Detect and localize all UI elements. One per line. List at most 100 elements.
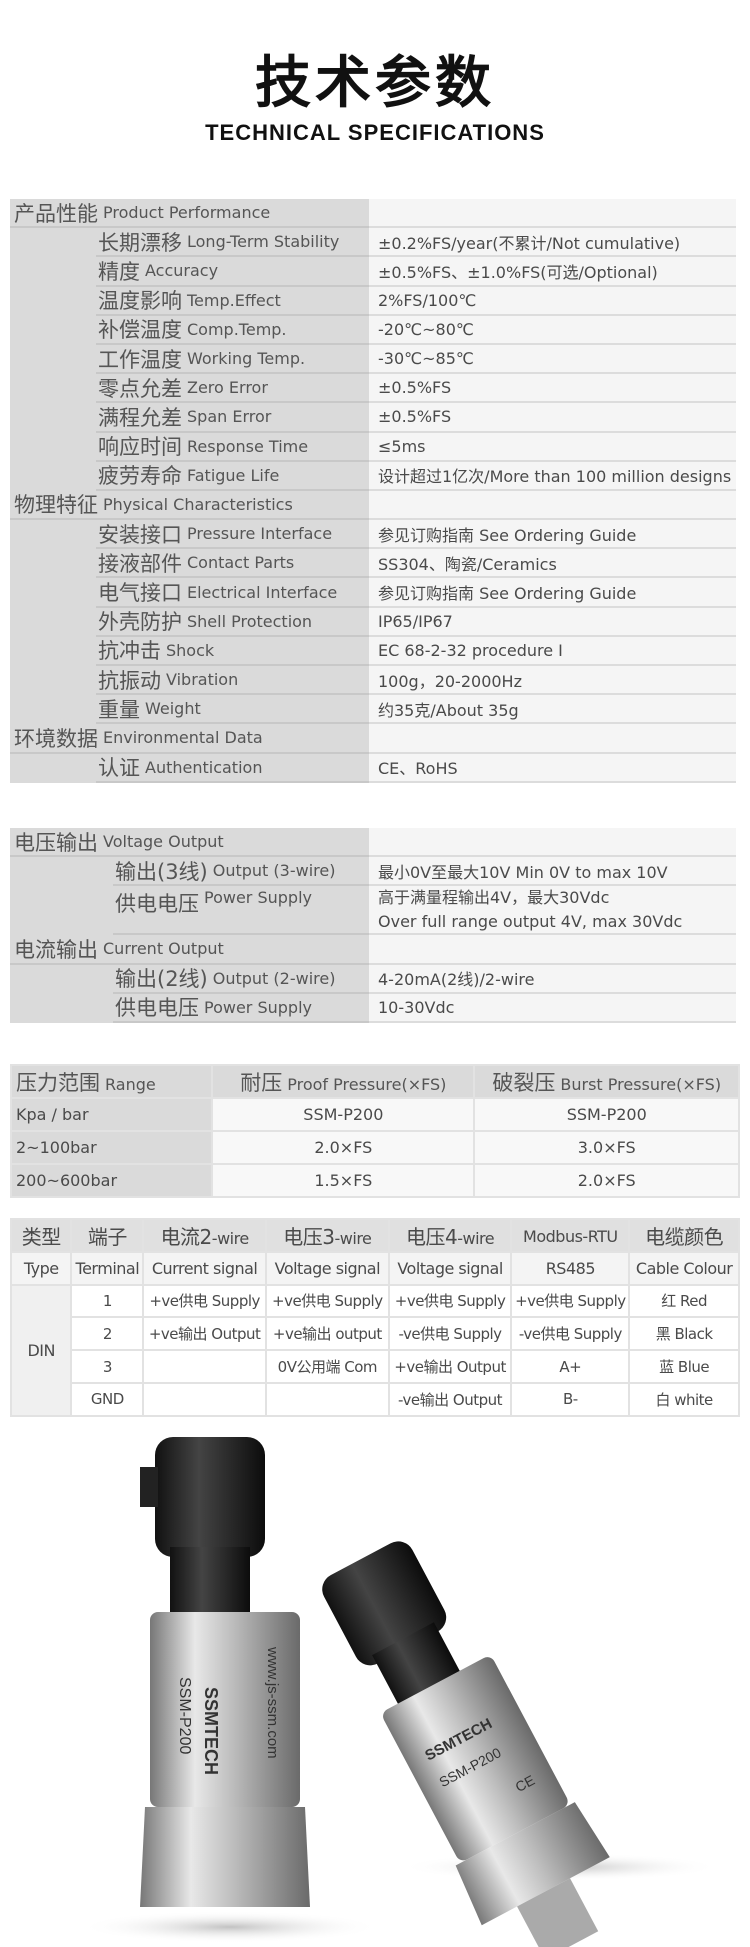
label-cell: 供电电压 Power Supply bbox=[10, 993, 369, 1023]
subheader-cell: Terminal bbox=[70, 1250, 145, 1286]
spec-row: 长期漂移 Long-Term Stability ±0.2%FS/year(不累计/… bbox=[10, 228, 736, 258]
label-cn: 满程允差 bbox=[98, 405, 182, 430]
value-cell bbox=[369, 935, 736, 965]
label-cell: 接液部件 Contact Parts bbox=[10, 549, 369, 579]
header-row: 压力范围 Range 耐压 Proof Pressure(×FS) 破裂压 Burst P… bbox=[9, 1064, 740, 1099]
value-text: EC 68-2-32 procedure I bbox=[378, 640, 563, 660]
header-cell: 类型 bbox=[9, 1218, 73, 1253]
table-cell: 白 white bbox=[628, 1381, 740, 1417]
header-cn: 耐压 bbox=[240, 1070, 283, 1095]
value-cell bbox=[369, 490, 736, 521]
header-cell: 破裂压 Burst Pressure(×FS) bbox=[473, 1064, 740, 1099]
value-text: ±0.5%FS、±1.0%FS(可选/Optional) bbox=[378, 262, 658, 282]
spec-row: 温度影响 Temp.Effect 2%FS/100℃ bbox=[10, 286, 736, 316]
value-text: ±0.5%FS bbox=[378, 407, 452, 427]
value-cell: ≤5ms bbox=[369, 432, 736, 462]
table-cell: 2.0×FS bbox=[211, 1130, 476, 1165]
table-cell: A+ bbox=[510, 1349, 631, 1384]
type-cell: DIN bbox=[9, 1283, 73, 1417]
value-cell: ±0.2%FS/year(不累计/Not cumulative) bbox=[369, 228, 736, 258]
header-en: -wire bbox=[334, 1228, 372, 1248]
table-row: Kpa / bar SSM-P200 SSM-P200 bbox=[9, 1097, 740, 1132]
spec-row: 抗振动 Vibration 100g，20-2000Hz bbox=[10, 666, 736, 696]
table-cell: 200~600bar bbox=[9, 1163, 214, 1198]
output-spec-table: 电压输出 Voltage Output 输出(3线) Output (3-wire) 最… bbox=[10, 828, 736, 1023]
table-row: GND -ve输出 Output B- 白 white bbox=[11, 1381, 740, 1417]
spec-row: 供电电压 Power Supply 高于满量程输出4V，最大30Vdc Over fu… bbox=[10, 886, 736, 936]
label-cell: 疲劳寿命 Fatigue Life bbox=[10, 461, 369, 491]
label-cn: 供电电压 bbox=[115, 892, 199, 917]
spec-row: 输出(3线) Output (3-wire) 最小0V至最大10V Min 0V t… bbox=[10, 857, 736, 887]
header-en: Burst Pressure(×FS) bbox=[560, 1074, 722, 1094]
label-en: Shell Protection bbox=[187, 611, 313, 631]
value-text: 4-20mA(2线)/2-wire bbox=[378, 970, 535, 990]
label-cell: 温度影响 Temp.Effect bbox=[10, 286, 369, 316]
spec-row: 零点允差 Zero Error ±0.5%FS bbox=[10, 374, 736, 404]
label-en: Temp.Effect bbox=[187, 290, 281, 310]
label-en: Span Error bbox=[187, 407, 272, 427]
label-en: Accuracy bbox=[145, 261, 219, 281]
header-en: Proof Pressure(×FS) bbox=[287, 1074, 447, 1094]
label-en: Vibration bbox=[166, 670, 239, 690]
label-cell: 供电电压 Power Supply bbox=[10, 886, 369, 936]
value-cell: 约35克/About 35g bbox=[369, 695, 736, 725]
value-cell: 设计超过1亿次/More than 100 million designs bbox=[369, 461, 736, 491]
header-cell: 电缆颜色 bbox=[628, 1218, 740, 1253]
label-cell: 环境数据 Environmental Data bbox=[10, 724, 369, 754]
table-cell: Kpa / bar bbox=[9, 1097, 214, 1132]
label-cn: 精度 bbox=[98, 259, 140, 284]
table-cell: -ve供电 Supply bbox=[510, 1316, 631, 1352]
spec-row: 满程允差 Span Error ±0.5%FS bbox=[10, 403, 736, 433]
label-cn: 重量 bbox=[98, 697, 140, 722]
label-cn: 疲劳寿命 bbox=[98, 464, 182, 489]
value-cell bbox=[369, 199, 736, 229]
label-en: Comp.Temp. bbox=[187, 319, 287, 339]
label-cn: 物理特征 bbox=[14, 493, 98, 518]
table-cell: +ve输出 Output bbox=[142, 1316, 267, 1352]
table-cell: 红 Red bbox=[628, 1283, 740, 1319]
section-row: 电流输出 Current Output bbox=[10, 935, 736, 965]
spec-row: 疲劳寿命 Fatigue Life 设计超过1亿次/More than 100 mi… bbox=[10, 461, 736, 491]
label-en: Shock bbox=[166, 640, 215, 660]
value-text: 设计超过1亿次/More than 100 million designs bbox=[378, 467, 732, 487]
label-cell: 响应时间 Response Time bbox=[10, 432, 369, 462]
spec-row: 接液部件 Contact Parts SS304、陶瓷/Ceramics bbox=[10, 549, 736, 579]
table-cell: 2~100bar bbox=[9, 1130, 214, 1165]
label-cn: 产品性能 bbox=[14, 201, 98, 226]
subheader-cell: Cable Colour bbox=[628, 1250, 740, 1286]
sensor-left: SSMTECH SSM-P200 www.js-ssm.com bbox=[140, 1437, 310, 1907]
performance-spec-table: 产品性能 Product Performance 长期漂移 Long-Term Sta… bbox=[10, 199, 736, 783]
header-cn: 电压4 bbox=[406, 1224, 458, 1249]
value-text: 100g，20-2000Hz bbox=[378, 671, 522, 691]
label-cell: 安装接口 Pressure Interface bbox=[10, 520, 369, 550]
label-cn: 安装接口 bbox=[98, 522, 182, 547]
label-cn: 认证 bbox=[98, 756, 140, 781]
label-cell: 补偿温度 Comp.Temp. bbox=[10, 315, 369, 345]
label-en: Output (2-wire) bbox=[212, 968, 336, 988]
label-cell: 电流输出 Current Output bbox=[10, 935, 369, 965]
label-cn: 响应时间 bbox=[98, 435, 182, 460]
label-cell: 电压输出 Voltage Output bbox=[10, 828, 369, 858]
header-cn: 电流2 bbox=[160, 1224, 213, 1249]
label-cell: 抗振动 Vibration bbox=[10, 666, 369, 696]
table-cell: 3 bbox=[70, 1349, 145, 1384]
label-cn: 补偿温度 bbox=[98, 318, 182, 343]
label-en: Output (3-wire) bbox=[212, 861, 336, 881]
model-label: SSM-P200 bbox=[176, 1677, 193, 1754]
label-en: Contact Parts bbox=[187, 553, 295, 573]
value-text: -30℃~85℃ bbox=[378, 349, 474, 369]
table-row: DIN 1 +ve供电 Supply +ve供电 Supply +ve供电 Supply… bbox=[9, 1283, 740, 1417]
header-en: Range bbox=[105, 1074, 156, 1094]
table-cell: GND bbox=[70, 1381, 145, 1417]
table-cell: 1 bbox=[70, 1283, 145, 1319]
value-text: 最小0V至最大10V Min 0V to max 10V bbox=[378, 862, 668, 882]
value-text: ±0.2%FS/year(不累计/Not cumulative) bbox=[378, 233, 681, 253]
table-cell: 黑 Black bbox=[628, 1316, 740, 1352]
header-cell: 压力范围 Range bbox=[9, 1064, 214, 1099]
value-cell: 10-30Vdc bbox=[369, 993, 736, 1023]
label-en: Fatigue Life bbox=[187, 465, 280, 485]
table-cell: 3.0×FS bbox=[473, 1130, 740, 1165]
header-en: -wire bbox=[457, 1228, 495, 1248]
table-row: 2 +ve输出 Output +ve输出 output -ve供电 Supply -ve… bbox=[11, 1316, 740, 1352]
label-cn: 抗冲击 bbox=[98, 639, 161, 664]
